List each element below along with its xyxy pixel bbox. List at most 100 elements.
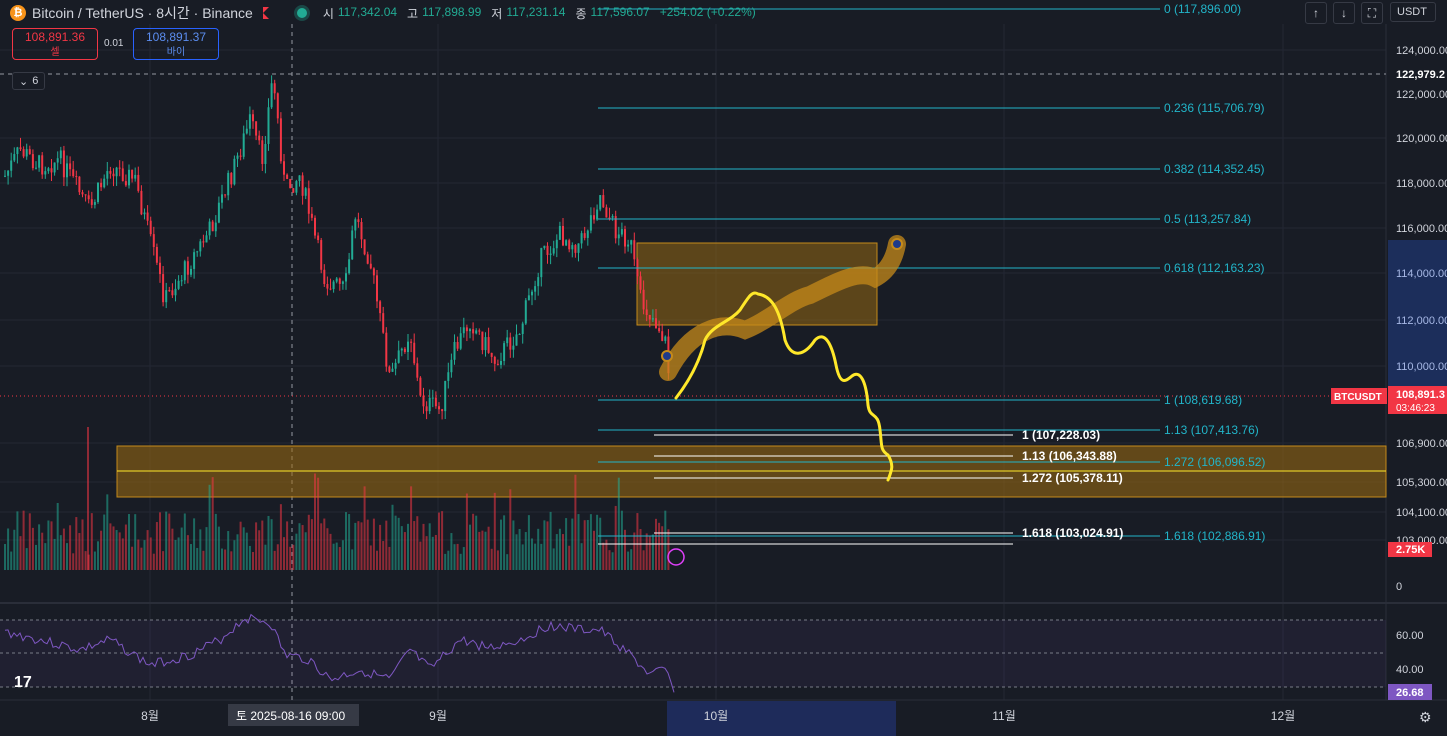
- volume-bar: [332, 543, 335, 570]
- flag-icon[interactable]: [262, 7, 269, 19]
- candle-body: [279, 118, 282, 162]
- volume-bar: [583, 520, 586, 570]
- candle-body: [441, 409, 444, 412]
- volume-badge: [1388, 542, 1432, 557]
- candle-body: [475, 330, 478, 334]
- volume-bar: [419, 541, 422, 570]
- gear-icon[interactable]: ⚙: [1419, 709, 1432, 725]
- volume-bar: [500, 519, 502, 570]
- candle-body: [199, 241, 202, 252]
- volume-bar: [159, 512, 161, 570]
- volume-bar: [667, 529, 670, 570]
- volume-bar: [487, 526, 490, 570]
- candle-body: [72, 169, 75, 177]
- candle-body: [428, 397, 431, 412]
- candle-body: [397, 350, 400, 363]
- volume-bar: [546, 521, 549, 570]
- candle-body: [360, 222, 363, 240]
- fib-level-label: 0.236 (115,706.79): [1164, 101, 1265, 115]
- volume-bar: [109, 523, 112, 570]
- candle-body: [93, 202, 96, 205]
- candle-body: [521, 323, 524, 334]
- candle-body: [140, 190, 143, 215]
- sell-button[interactable]: 108,891.36 셀: [12, 28, 98, 60]
- fib-level-label: 1.618 (102,886.91): [1164, 529, 1265, 543]
- volume-bar: [19, 536, 22, 570]
- candle-body: [394, 362, 397, 369]
- volume-bar: [531, 538, 533, 570]
- candle-body: [59, 150, 62, 159]
- candle-body: [211, 221, 214, 232]
- volume-bar: [562, 534, 564, 570]
- volume-bar: [385, 520, 388, 570]
- volume-bar: [345, 512, 347, 570]
- volume-bar: [146, 530, 149, 570]
- candle-body: [97, 182, 99, 203]
- arrow-down-icon[interactable]: ↓: [1333, 2, 1355, 24]
- price-tick: 122,000.00: [1396, 89, 1447, 101]
- candle-body: [534, 286, 537, 292]
- volume-bar: [338, 547, 341, 570]
- price-tick: 124,000.00: [1396, 45, 1447, 57]
- volume-bar: [233, 540, 236, 570]
- volume-value: 2.75K: [1396, 544, 1425, 556]
- fullscreen-icon[interactable]: ⛶: [1361, 2, 1383, 24]
- volume-bar: [620, 510, 623, 570]
- price-tick: 118,000.00: [1396, 178, 1447, 190]
- current-price-badge: [1388, 386, 1447, 414]
- buy-button[interactable]: 108,891.37 바이: [133, 28, 219, 60]
- symbol-title[interactable]: Bitcoin / TetherUS · 8시간 · Binance: [32, 5, 253, 21]
- volume-bar: [230, 551, 233, 570]
- candle-body: [366, 254, 369, 264]
- currency-select[interactable]: USDT: [1390, 2, 1436, 22]
- candle-body: [264, 143, 267, 164]
- chevron-down-icon: ⌄: [19, 75, 29, 88]
- volume-bar: [87, 427, 89, 570]
- candle-body: [571, 245, 574, 250]
- volume-bar: [50, 521, 53, 570]
- volume-bar: [276, 544, 279, 570]
- candle-body: [465, 327, 468, 332]
- volume-bar: [168, 513, 171, 570]
- volume-bar: [447, 550, 450, 570]
- candle-body: [376, 275, 378, 302]
- candle-body: [345, 273, 347, 282]
- rsi-value: 26.68: [1396, 687, 1424, 699]
- candle-body: [326, 283, 329, 289]
- grid-lines: [0, 24, 1447, 701]
- candle-body: [413, 342, 416, 364]
- tradingview-logo: 17: [14, 674, 32, 691]
- volume-bar: [465, 493, 468, 570]
- volume-bars: [4, 427, 670, 570]
- volume-bar: [565, 518, 568, 570]
- candle-body: [165, 290, 168, 303]
- time-tick: 12월: [1271, 709, 1295, 723]
- volume-bar: [44, 543, 47, 570]
- volume-bar: [131, 546, 134, 570]
- drawings[interactable]: [659, 235, 906, 566]
- arrow-up-icon[interactable]: ↑: [1305, 2, 1327, 24]
- candle-body: [627, 244, 630, 247]
- volume-bar: [236, 534, 239, 570]
- indicators-toggle[interactable]: ⌄ 6: [12, 72, 46, 90]
- volume-bar: [571, 518, 574, 570]
- candle-body: [180, 280, 183, 282]
- countdown: 03:46:23: [1396, 403, 1435, 414]
- volume-bar: [351, 549, 354, 570]
- candle-body: [456, 342, 459, 349]
- candle-body: [648, 314, 651, 320]
- time-tick: 11월: [992, 709, 1016, 723]
- volume-bar: [22, 510, 25, 570]
- volume-bar: [134, 514, 137, 570]
- candle-body: [385, 332, 388, 367]
- candle-body: [87, 195, 90, 200]
- candle-body: [134, 174, 137, 179]
- fibonacci-levels[interactable]: 0 (117,896.00) 0.236 (115,706.79) 0.382 (1…: [598, 2, 1265, 545]
- candle-body: [292, 188, 295, 193]
- candle-body: [202, 241, 205, 243]
- volume-bar: [459, 553, 462, 570]
- volume-bar: [155, 522, 158, 570]
- candle-body: [469, 329, 471, 332]
- volume-bar: [614, 505, 617, 570]
